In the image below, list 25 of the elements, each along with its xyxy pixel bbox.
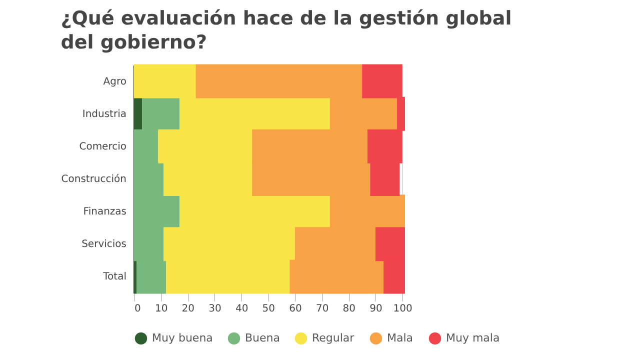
x-tick-label: 30	[208, 304, 222, 314]
y-tick-label: Construcción	[61, 174, 126, 185]
x-tick-label: 60	[289, 304, 302, 314]
x-tick-label: 90	[370, 304, 382, 314]
y-tick-label: Industria	[82, 108, 126, 120]
legend-label: Buena	[245, 331, 280, 344]
legend-label: Muy mala	[446, 331, 500, 344]
y-tick-label: Servicios	[82, 239, 126, 250]
x-tick-label: 80	[342, 304, 356, 314]
y-tick-label: Total	[102, 272, 126, 283]
chart-title: ¿Qué evaluación hace de la gestión global del gobierno?	[60, 7, 512, 54]
y-tick-label: Agro	[103, 76, 126, 88]
x-tick-label: 70	[316, 304, 329, 314]
y-tick-label: Finanzas	[83, 206, 126, 218]
legend-label: Muy buena	[152, 331, 213, 344]
y-tick-label: Comercio	[79, 141, 126, 152]
legend-label: Regular	[312, 331, 355, 344]
legend-label: Mala	[387, 331, 414, 344]
bar	[134, 96, 142, 131]
x-tick-label: 10	[154, 304, 168, 314]
x-tick-label: 0	[134, 304, 141, 314]
x-tick-label: 100	[393, 304, 412, 314]
x-tick-label: 40	[235, 304, 248, 314]
x-tick-label: 20	[182, 304, 195, 314]
x-tick-label: 50	[262, 304, 276, 314]
